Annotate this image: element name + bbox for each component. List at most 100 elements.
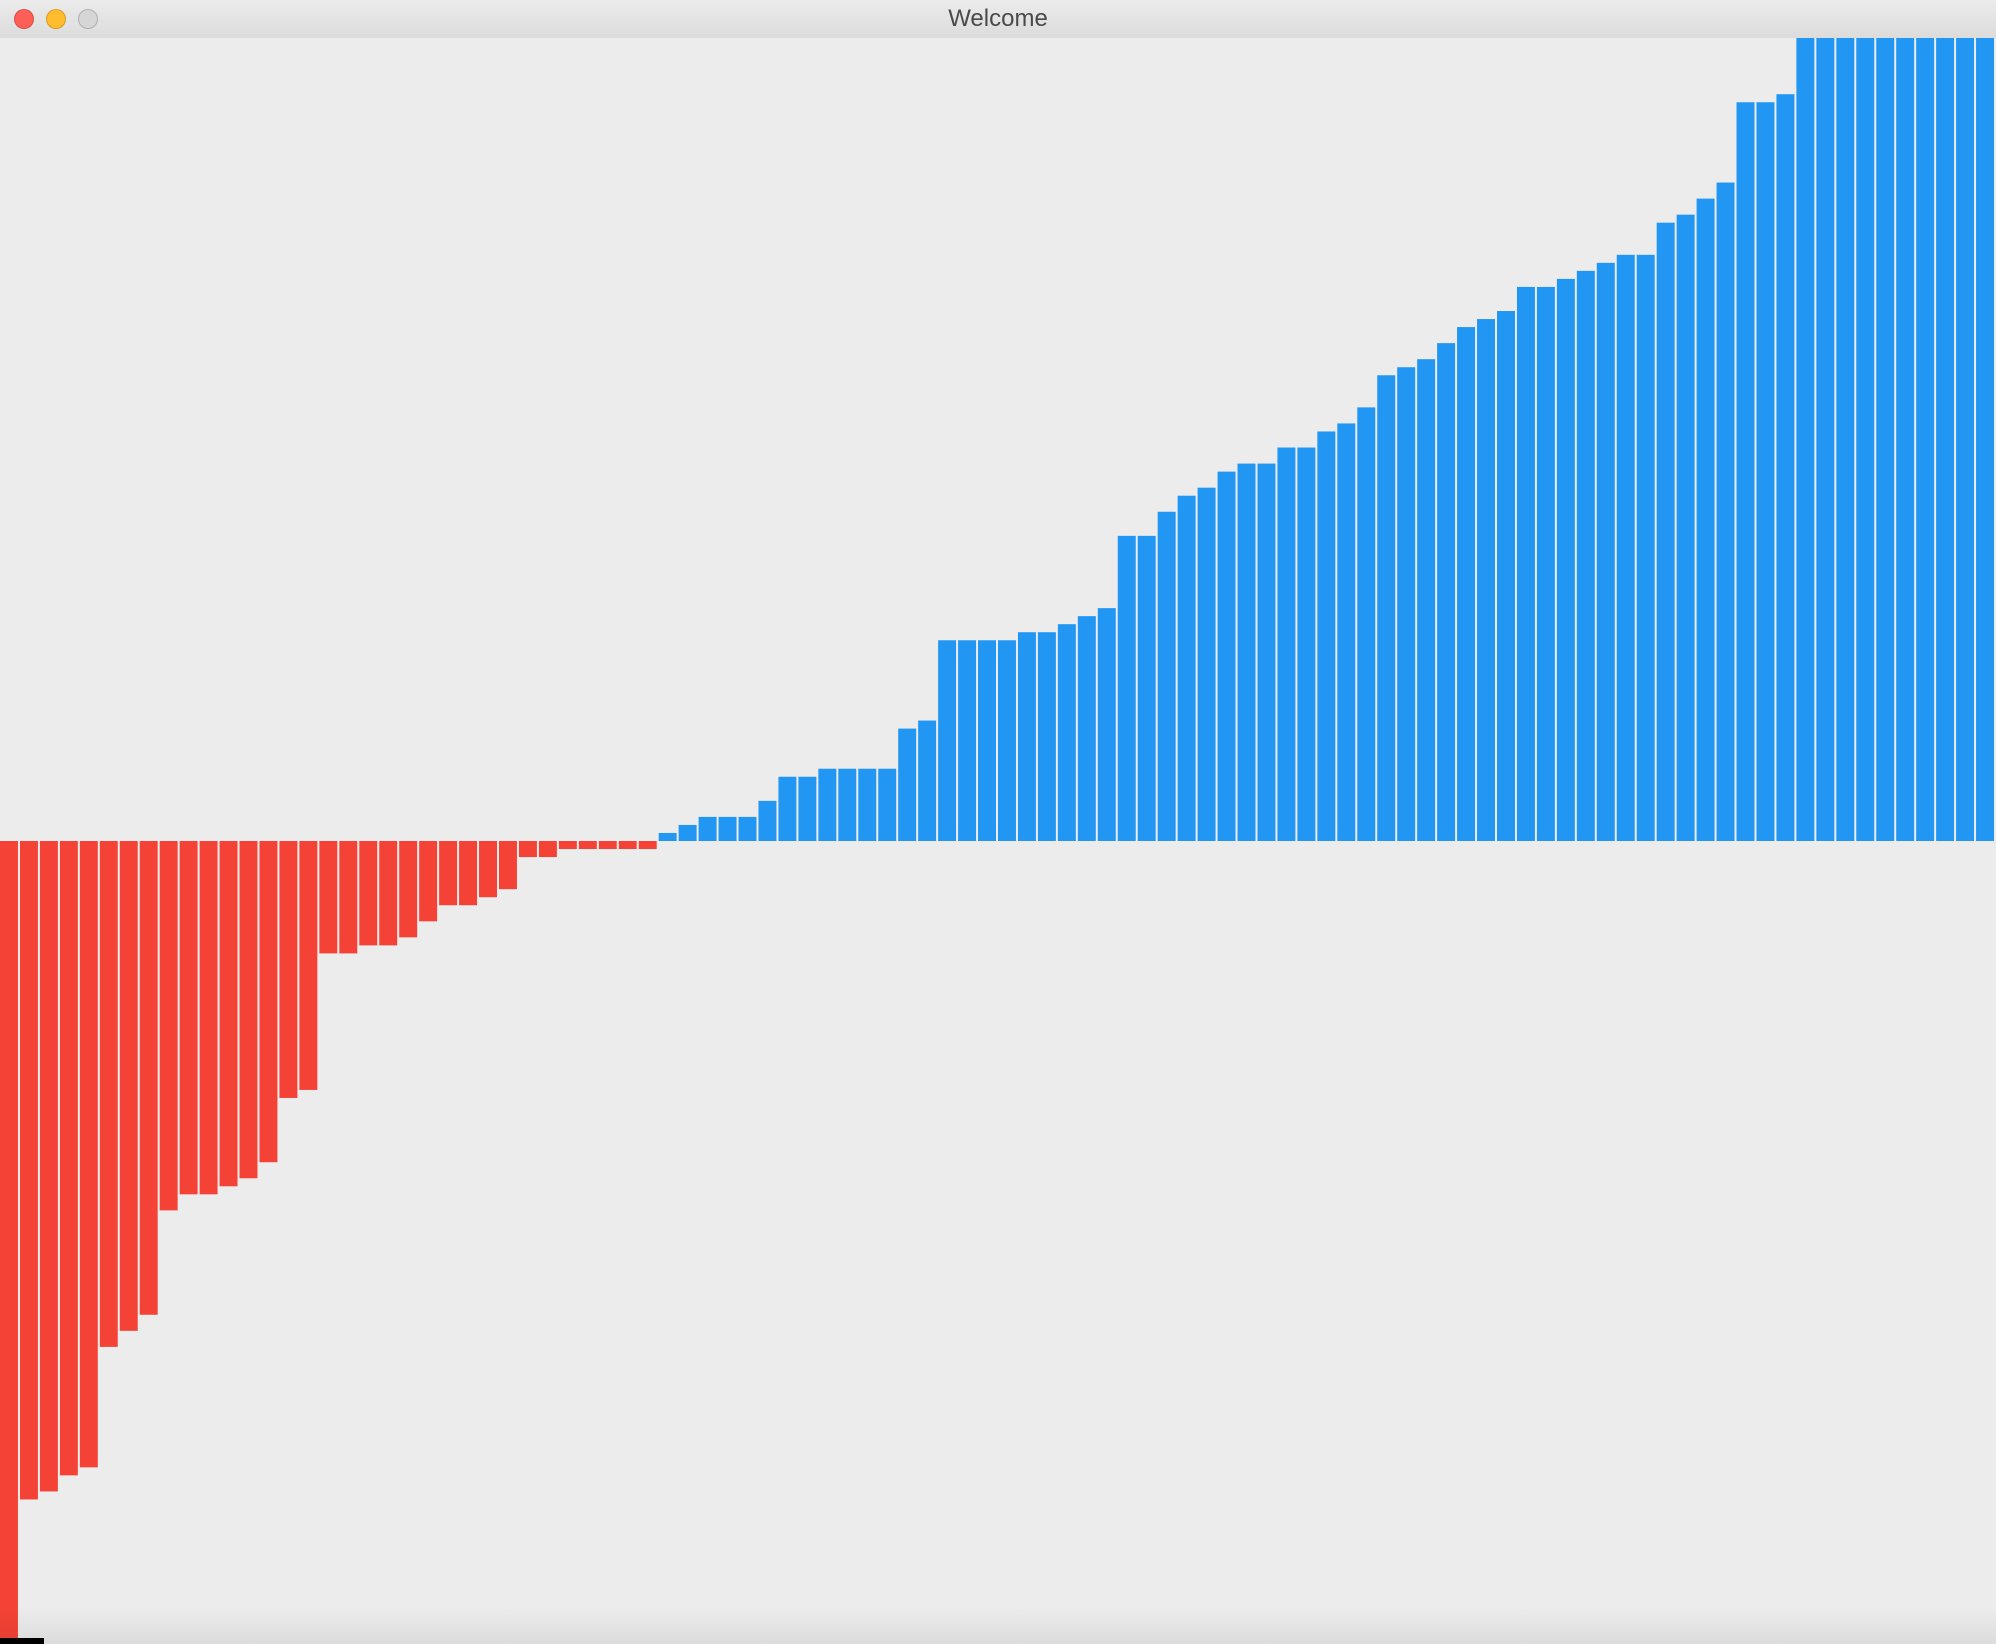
bar: [519, 841, 537, 857]
bar: [1178, 496, 1196, 841]
bar: [1976, 38, 1994, 841]
bar: [1218, 472, 1236, 841]
bar: [479, 841, 497, 897]
bar: [1397, 367, 1415, 841]
bar: [599, 841, 617, 849]
bar: [1517, 287, 1535, 841]
bar: [639, 841, 657, 849]
bar: [1796, 38, 1814, 841]
bar: [40, 841, 58, 1491]
bar: [1537, 287, 1555, 841]
bar: [1018, 632, 1036, 841]
bar: [938, 640, 956, 841]
bar: [1597, 263, 1615, 841]
bar: [878, 769, 896, 841]
bar: [1697, 199, 1715, 841]
bar: [1776, 94, 1794, 841]
bar: [1098, 608, 1116, 841]
bar: [818, 769, 836, 841]
bar: [1497, 311, 1515, 841]
bar: [220, 841, 238, 1186]
bar: [1457, 327, 1475, 841]
bar: [1317, 431, 1335, 841]
bar: [898, 729, 916, 841]
bar: [1876, 38, 1894, 841]
bar: [459, 841, 477, 905]
bar: [439, 841, 457, 905]
bar: [1138, 536, 1156, 841]
bar: [399, 841, 417, 937]
bar: [1557, 279, 1575, 841]
window-controls: [14, 9, 98, 29]
bar: [1717, 183, 1735, 841]
bar: [719, 817, 737, 841]
bar: [259, 841, 277, 1162]
bar: [1756, 102, 1774, 841]
bar: [659, 833, 677, 841]
bar: [579, 841, 597, 849]
bar: [1477, 319, 1495, 841]
bar: [978, 640, 996, 841]
bar: [1297, 448, 1315, 841]
bar: [60, 841, 78, 1475]
bar: [559, 841, 577, 849]
bar: [499, 841, 517, 889]
bar: [1657, 223, 1675, 841]
bar: [359, 841, 377, 945]
bar: [1856, 38, 1874, 841]
bar: [1377, 375, 1395, 841]
bar: [798, 777, 816, 841]
bar: [1816, 38, 1834, 841]
bar: [539, 841, 557, 857]
bar: [758, 801, 776, 841]
app-window: Welcome: [0, 0, 1996, 1644]
bar: [1737, 102, 1755, 841]
window-titlebar[interactable]: Welcome: [0, 0, 1996, 39]
bar: [1916, 38, 1934, 841]
bar: [299, 841, 317, 1090]
bar: [739, 817, 757, 841]
bar: [1417, 359, 1435, 841]
bar: [1437, 343, 1455, 841]
bar: [918, 721, 936, 841]
bar: [319, 841, 337, 953]
bar: [339, 841, 357, 953]
bar: [1158, 512, 1176, 841]
bar: [419, 841, 437, 921]
bar: [240, 841, 258, 1178]
bar: [379, 841, 397, 945]
bar: [1257, 464, 1275, 841]
bar: [1577, 271, 1595, 841]
bottom-dark-strip: [0, 1638, 44, 1644]
window-title: Welcome: [948, 5, 1048, 33]
bar: [1357, 407, 1375, 841]
bar: [1956, 38, 1974, 841]
bar: [679, 825, 697, 841]
bar: [1118, 536, 1136, 841]
bar: [1836, 38, 1854, 841]
bar: [1058, 624, 1076, 841]
bar: [180, 841, 198, 1194]
close-icon[interactable]: [14, 9, 34, 29]
bar: [200, 841, 218, 1194]
minimize-icon[interactable]: [46, 9, 66, 29]
bar: [1277, 448, 1295, 841]
zoom-icon: [78, 9, 98, 29]
sorted-bar-chart: [0, 38, 1996, 1644]
bar: [1198, 488, 1216, 841]
bar: [1677, 215, 1695, 841]
bar: [1038, 632, 1056, 841]
bar: [0, 841, 18, 1644]
bar: [160, 841, 178, 1210]
bar: [619, 841, 637, 849]
bar: [279, 841, 297, 1098]
bar: [838, 769, 856, 841]
bar: [1637, 255, 1655, 841]
bar: [1936, 38, 1954, 841]
bar: [998, 640, 1016, 841]
bar: [100, 841, 118, 1347]
bar: [1078, 616, 1096, 841]
bar: [1337, 423, 1355, 841]
bar: [140, 841, 158, 1315]
bar: [1238, 464, 1256, 841]
